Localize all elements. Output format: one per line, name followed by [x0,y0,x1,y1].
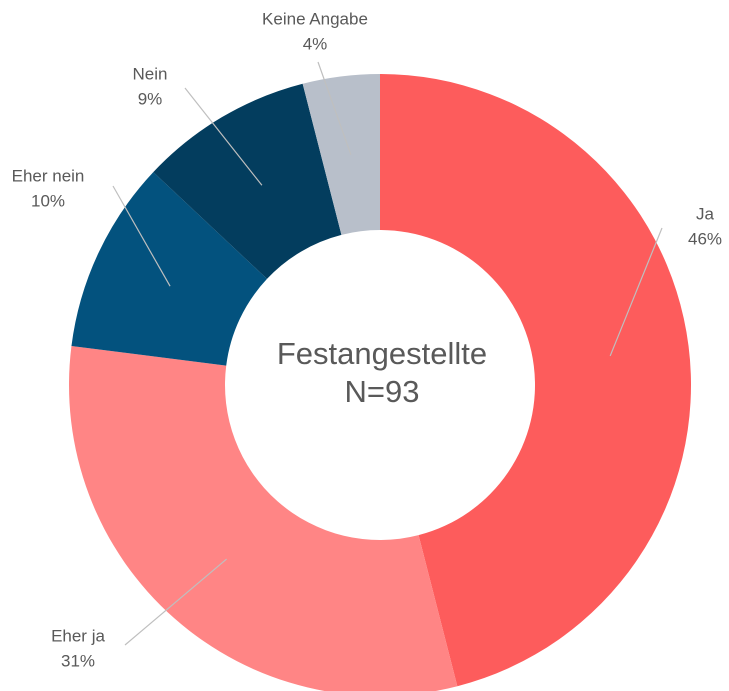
slice-value: 9% [138,89,163,108]
slice-label: Ja [696,204,715,223]
leader-line [184,87,263,186]
donut-slice [153,83,342,279]
slice-label: Eher ja [51,626,105,645]
donut-slice [302,74,380,235]
center-label: Festangestellte [277,336,487,371]
slice-value: 46% [688,229,722,248]
donut-slice [69,346,458,691]
center-label: N=93 [345,374,420,409]
slice-value: 10% [31,191,65,210]
slice-label: Keine Angabe [262,9,368,28]
leader-line [317,61,352,156]
leader-line [124,558,227,646]
leader-line [112,185,171,287]
slice-value: 31% [61,651,95,670]
slice-value: 4% [303,34,328,53]
leader-line [609,227,663,357]
slice-label: Eher nein [12,166,85,185]
donut-slice [71,172,268,366]
donut-slice [380,74,692,687]
slice-label: Nein [133,64,168,83]
